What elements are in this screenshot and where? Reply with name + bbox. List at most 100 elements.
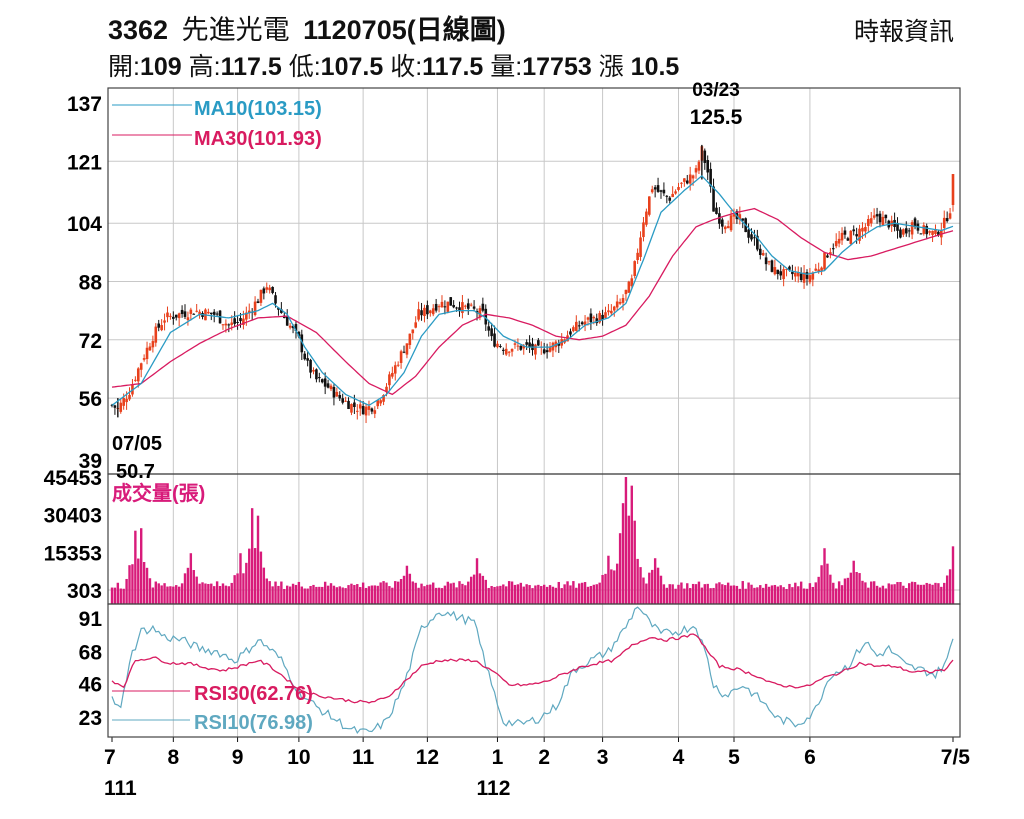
volume-bar	[283, 588, 286, 604]
volume-bar	[615, 563, 619, 604]
candle-body	[139, 363, 143, 370]
candle-body	[493, 333, 496, 347]
price-tick-label: 39	[79, 450, 102, 473]
volume-bar	[782, 587, 785, 604]
volume-bar	[215, 581, 219, 604]
candle-body	[642, 222, 645, 238]
panel-frame	[107, 603, 961, 738]
candle-body	[732, 214, 736, 217]
volume-bar	[230, 582, 233, 604]
volume-bar	[712, 587, 715, 604]
volume-bar	[534, 585, 537, 604]
volume-bar	[858, 573, 861, 604]
stock-name: 先進光電	[181, 15, 290, 45]
candle-body	[881, 216, 885, 226]
high-value: 117.5	[220, 53, 282, 81]
candle-body	[245, 312, 248, 320]
rsi30-line	[111, 633, 954, 704]
volume-bar	[905, 588, 908, 604]
volume-bar	[467, 581, 470, 604]
volume-bar	[598, 582, 601, 604]
candle-body	[507, 351, 511, 353]
volume-bar	[367, 586, 371, 604]
candle-body	[668, 197, 672, 201]
volume-bar	[207, 583, 210, 604]
volume-bar	[820, 565, 823, 604]
candle-body	[928, 231, 931, 233]
volume-bar	[297, 581, 301, 604]
volume-bar	[753, 587, 756, 604]
candle-body	[586, 317, 590, 320]
candle-body	[604, 312, 607, 318]
candle-body	[779, 271, 783, 276]
volume-bar	[323, 581, 327, 604]
volume-title: 成交量(張)	[112, 481, 205, 505]
volume-bar	[157, 583, 160, 604]
volume-bar	[621, 503, 625, 604]
volume-bar	[659, 575, 663, 604]
candle-body	[481, 303, 485, 311]
change-value: 10.5	[630, 53, 680, 81]
candle-body	[572, 327, 575, 332]
candle-body	[233, 318, 236, 324]
candle-body	[519, 345, 523, 350]
candle-body	[869, 218, 873, 224]
volume-bar	[481, 575, 485, 604]
candle-body	[192, 313, 196, 315]
candle-body	[542, 349, 546, 354]
candle-body	[636, 252, 639, 261]
candle-body	[294, 324, 298, 332]
volume-bar	[265, 578, 268, 604]
volume-bar	[747, 582, 750, 604]
candle-body	[446, 301, 450, 312]
candle-body	[951, 174, 955, 205]
volume-bar	[353, 584, 356, 604]
volume-bar	[945, 575, 949, 604]
month-label: 8	[167, 746, 179, 769]
candle-body	[545, 350, 549, 353]
volume-bar	[300, 586, 304, 604]
stock-code: 3362	[108, 15, 169, 45]
candle-body	[840, 232, 844, 241]
volume-bar	[280, 581, 283, 604]
candle-body	[945, 218, 949, 222]
candle-body	[262, 288, 266, 294]
volume-bar	[610, 569, 613, 604]
volume-bar	[236, 573, 239, 604]
volume-bar	[764, 583, 768, 604]
volume-bar	[785, 588, 788, 604]
candle-body	[904, 228, 908, 234]
candle-body	[431, 308, 435, 315]
volume-bar	[761, 587, 765, 604]
candle-body	[884, 214, 888, 219]
volume-bar	[729, 585, 733, 604]
volume-bar	[137, 558, 140, 604]
volume-bar	[604, 573, 607, 604]
candle-body	[440, 301, 444, 308]
candle-body	[528, 342, 531, 348]
candle-body	[718, 213, 721, 224]
volume-bar	[861, 580, 864, 604]
volume-bar	[633, 520, 636, 604]
volume-bar	[665, 587, 669, 604]
candle-body	[767, 261, 771, 263]
volume-bar	[922, 584, 925, 604]
candle-body	[715, 207, 718, 214]
candle-body	[662, 189, 666, 194]
candle-body	[125, 398, 128, 403]
volume-bar	[204, 583, 207, 604]
candle-body	[610, 310, 613, 314]
candle-body	[180, 309, 184, 315]
candle-body	[154, 326, 158, 343]
candle-body	[347, 400, 350, 409]
candle-body	[653, 187, 657, 190]
volume-bar	[756, 587, 759, 604]
volume-bar	[227, 586, 231, 604]
volume-bar	[560, 588, 563, 604]
candle-body	[119, 402, 123, 412]
candle-body	[461, 302, 464, 314]
candle-body	[501, 349, 505, 351]
volume-bar	[116, 582, 120, 604]
candle-body	[796, 272, 800, 277]
volume-bar	[697, 581, 701, 604]
